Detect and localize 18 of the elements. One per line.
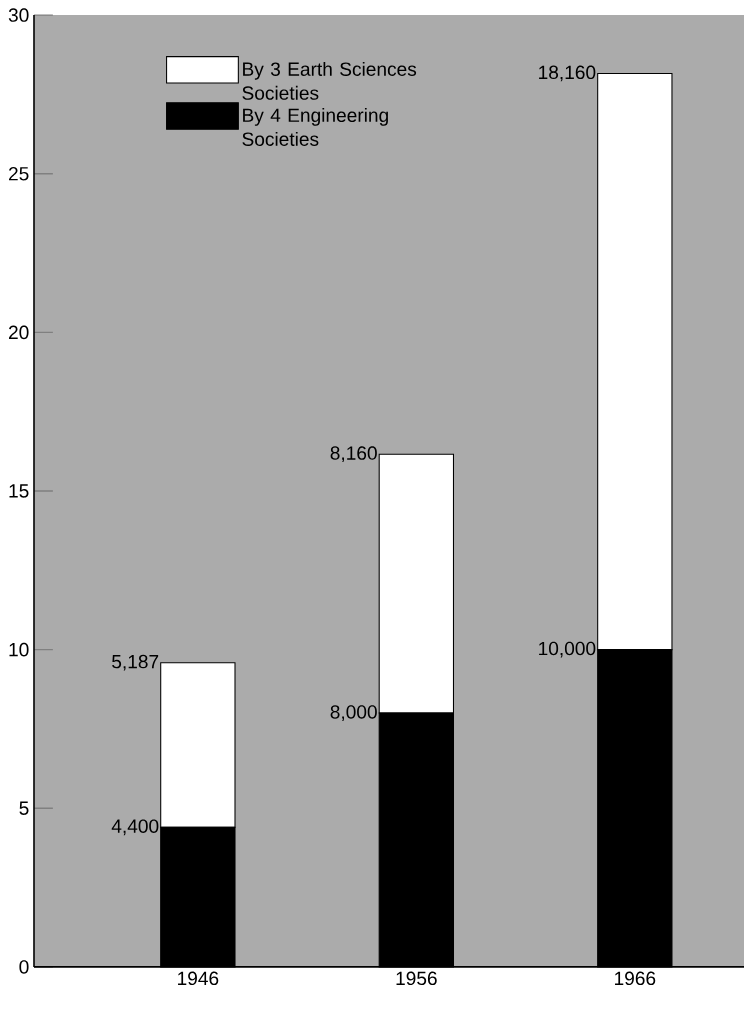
y-tick-label: 30 <box>8 8 29 22</box>
y-tick-label: 0 <box>19 960 29 974</box>
annotation: 4,400 <box>111 819 159 836</box>
annotation: 8,160 <box>330 446 377 463</box>
annotation: 5,187 <box>112 654 159 671</box>
legend-label: By 4 Engineering Societies <box>242 108 388 146</box>
legend-label: By 3 Earth Sciences Societies <box>242 61 417 100</box>
y-tick-label: 25 <box>8 166 29 181</box>
x-tick-label: 1956 <box>396 971 437 986</box>
y-tick-label: 20 <box>8 325 29 340</box>
annotation: 10,000 <box>539 641 596 658</box>
x-tick-label: 1966 <box>614 971 656 986</box>
y-tick-label: 15 <box>9 484 29 498</box>
annotation: 8,000 <box>330 705 377 721</box>
y-tick-label: 5 <box>19 801 29 815</box>
x-tick-label: 1946 <box>178 971 219 986</box>
annotation: 18,160 <box>539 65 596 82</box>
y-tick-label: 10 <box>9 642 29 657</box>
